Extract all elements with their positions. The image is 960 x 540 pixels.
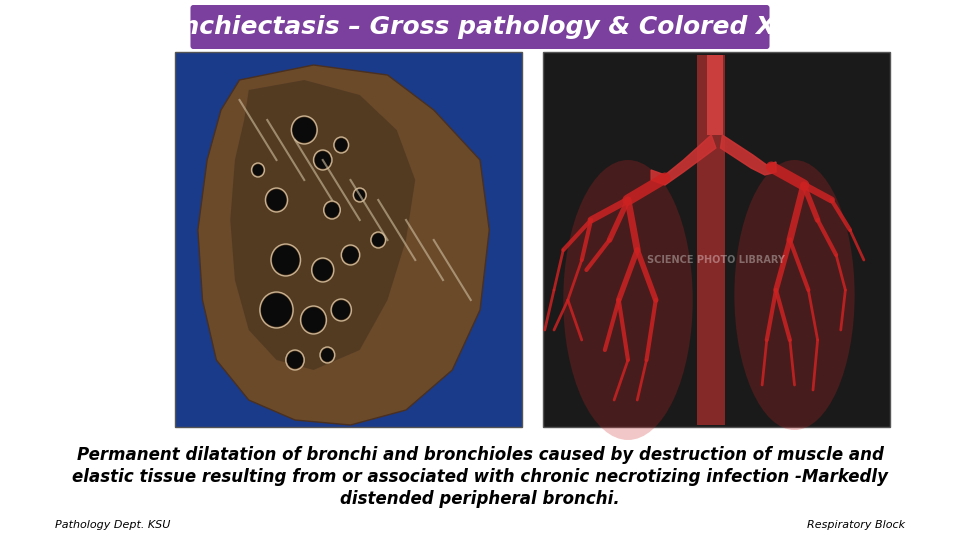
Circle shape bbox=[322, 349, 333, 361]
Text: Bronchiectasis – Gross pathology & Colored X-ray: Bronchiectasis – Gross pathology & Color… bbox=[132, 15, 828, 39]
Circle shape bbox=[343, 247, 358, 263]
Polygon shape bbox=[230, 80, 416, 370]
Circle shape bbox=[273, 246, 299, 274]
Circle shape bbox=[262, 294, 291, 326]
Circle shape bbox=[253, 165, 263, 175]
Circle shape bbox=[355, 190, 365, 200]
Text: distended peripheral bronchi.: distended peripheral bronchi. bbox=[340, 490, 620, 508]
Ellipse shape bbox=[564, 160, 693, 440]
Circle shape bbox=[267, 190, 286, 210]
Text: Respiratory Block: Respiratory Block bbox=[807, 520, 905, 530]
Bar bbox=[697, 55, 725, 425]
Polygon shape bbox=[721, 135, 776, 175]
Polygon shape bbox=[198, 65, 490, 425]
Text: elastic tissue resulting from or associated with chronic necrotizing infection -: elastic tissue resulting from or associa… bbox=[72, 468, 888, 486]
Circle shape bbox=[302, 308, 324, 332]
Circle shape bbox=[314, 260, 332, 280]
Circle shape bbox=[293, 118, 315, 142]
Circle shape bbox=[288, 352, 302, 368]
FancyBboxPatch shape bbox=[190, 5, 770, 49]
Ellipse shape bbox=[734, 160, 854, 430]
Text: Permanent dilatation of bronchi and bronchioles caused by destruction of muscle : Permanent dilatation of bronchi and bron… bbox=[77, 446, 883, 464]
Bar bbox=[175, 52, 521, 427]
Circle shape bbox=[336, 139, 347, 151]
Circle shape bbox=[325, 203, 339, 217]
Text: SCIENCE PHOTO LIBRARY: SCIENCE PHOTO LIBRARY bbox=[647, 255, 785, 265]
Circle shape bbox=[333, 301, 349, 319]
Text: Pathology Dept. KSU: Pathology Dept. KSU bbox=[55, 520, 170, 530]
Circle shape bbox=[315, 152, 330, 168]
Bar bbox=[543, 52, 890, 427]
Bar bbox=[707, 55, 723, 135]
Polygon shape bbox=[651, 135, 716, 185]
Circle shape bbox=[372, 234, 384, 246]
